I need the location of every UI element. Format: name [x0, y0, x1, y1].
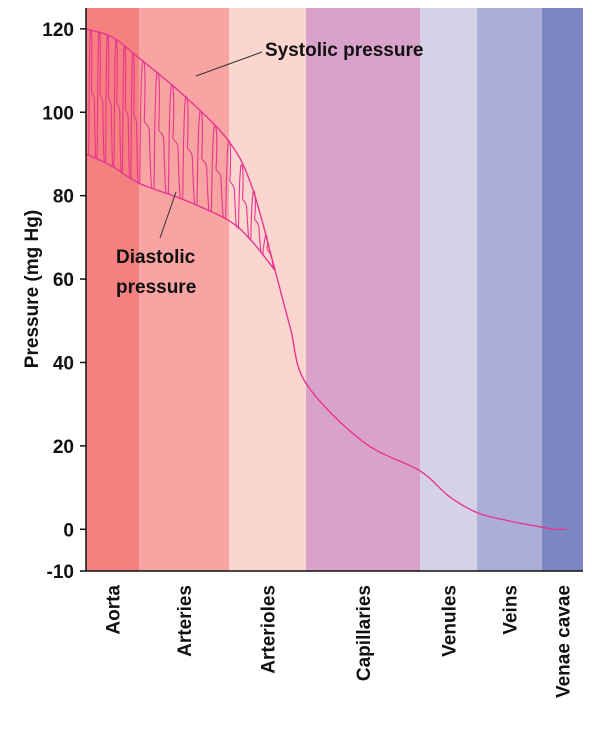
y-tick-label: 120 [42, 20, 74, 41]
y-axis: -10 0 20 40 60 80 100 120 [42, 8, 87, 583]
series-line-systolic-pressure [85, 28, 567, 531]
y-tick-label: -10 [47, 562, 74, 583]
region-arteries [139, 8, 229, 571]
pulse-wave [104, 34, 114, 167]
pulse-wave [237, 164, 250, 239]
region-venae-cavae [542, 8, 583, 571]
diastolic-annotation-line2: pressure [116, 277, 196, 298]
y-tick-label: 40 [53, 353, 74, 374]
category-label-arterioles: Arterioles [259, 585, 280, 674]
diastolic-annotation-line1: Diastolic [116, 247, 196, 268]
region-arterioles [229, 8, 306, 571]
category-label-veins: Veins [501, 585, 522, 635]
pulse-wave [250, 190, 262, 254]
pulse-wave [121, 45, 131, 178]
pulse-wave [96, 31, 105, 163]
y-axis-title: Pressure (mg Hg) [22, 210, 43, 368]
pulse-wave [182, 96, 196, 205]
category-label-capillaries: Capillaries [354, 585, 375, 681]
y-tick-label: 80 [53, 187, 74, 208]
y-tick-label: 0 [63, 520, 74, 541]
category-label-arteries: Arteries [175, 585, 196, 657]
systolic-leader-line [195, 51, 263, 77]
pulse-wave [139, 60, 153, 189]
region-venules [420, 8, 477, 571]
pulse-wave [113, 38, 122, 173]
y-tick-label: 20 [53, 437, 74, 458]
systolic-annotation: Systolic pressure [265, 40, 423, 61]
pulse-wave [153, 71, 167, 194]
pressure-oscillations [88, 29, 274, 269]
y-tick-label: 100 [42, 103, 74, 124]
pulse-wave [130, 52, 139, 183]
pulse-wave [196, 110, 210, 212]
region-veins [477, 8, 542, 571]
pulse-wave [167, 83, 181, 199]
category-label-venules: Venules [440, 585, 461, 657]
category-label-venae-cavae: Venae cavae [554, 585, 575, 698]
category-label-aorta: Aorta [104, 585, 125, 635]
diastolic-leader-line [159, 191, 177, 239]
pulse-wave [225, 140, 238, 228]
pulse-wave [88, 29, 97, 159]
annotations: Systolic pressure Diastolic pressure [116, 40, 423, 298]
vessel-regions [86, 8, 583, 571]
pulse-wave [210, 125, 225, 219]
pressure-curves [85, 28, 567, 531]
x-axis: Aorta Arteries Arterioles Capillaries Venule… [86, 570, 583, 698]
y-tick-label: 60 [53, 270, 74, 291]
region-capillaries [306, 8, 420, 571]
series-line-diastolic-pressure [85, 153, 276, 272]
